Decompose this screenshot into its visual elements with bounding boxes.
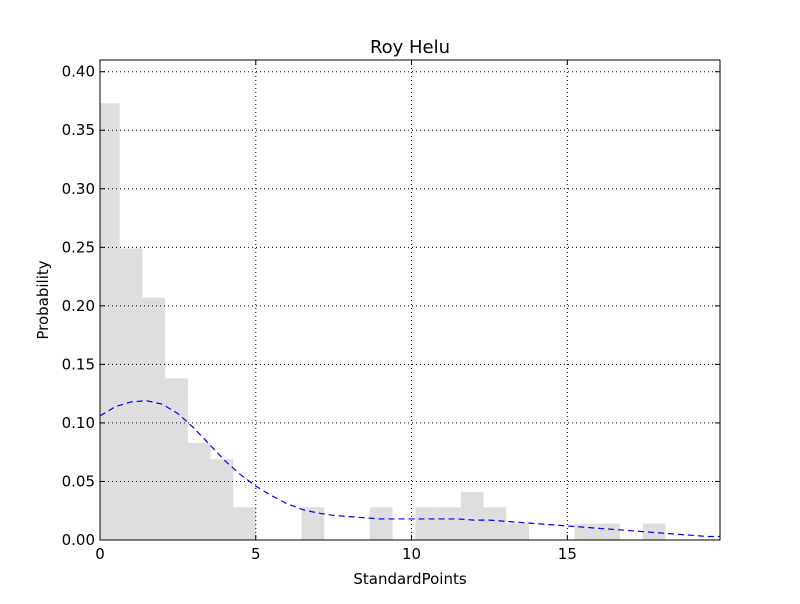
histogram-bar-12 <box>483 507 507 540</box>
y-tick-label-3: 0.15 <box>62 355 95 373</box>
grid-lines <box>100 60 720 540</box>
y-tick-label-5: 0.25 <box>62 238 95 256</box>
x-axis-label: StandardPoints <box>353 570 466 588</box>
y-axis-label: Probability <box>34 260 52 339</box>
y-tick-label-1: 0.05 <box>62 472 95 490</box>
plot-frame <box>99 59 721 541</box>
chart-title: Roy Helu <box>370 37 450 58</box>
histogram-bar-6 <box>233 507 257 540</box>
histogram-bar-1 <box>119 248 143 541</box>
x-tick-label-3: 15 <box>558 545 577 563</box>
histogram-bar-2 <box>142 297 166 540</box>
x-tick-label-0: 0 <box>95 545 105 563</box>
histogram-bar-5 <box>210 459 234 540</box>
histogram-bar-11 <box>460 492 484 540</box>
y-tick-label-0: 0.00 <box>62 531 95 549</box>
y-tick-label-8: 0.40 <box>62 63 95 81</box>
x-axis-ticks: 0 5 10 15 <box>95 60 577 563</box>
histogram-bar-8 <box>369 507 393 540</box>
histogram-bar-7 <box>301 507 325 540</box>
histogram-bars <box>100 103 666 541</box>
x-tick-label-2: 10 <box>402 545 421 563</box>
histogram-bar-13 <box>506 523 530 540</box>
histogram-bar-4 <box>187 442 211 540</box>
density-curve <box>99 400 720 538</box>
y-tick-label-4: 0.20 <box>62 297 95 315</box>
histogram-bar-14 <box>574 523 598 540</box>
y-axis-ticks: 0.00 0.05 0.10 0.15 0.20 0.25 0.30 0.35 0.40 <box>62 63 720 549</box>
x-tick-label-1: 5 <box>251 545 261 563</box>
histogram-bar-9 <box>415 507 439 540</box>
histogram-bar-3 <box>165 378 188 540</box>
histogram-bar-10 <box>438 507 461 540</box>
histogram-bar-0 <box>100 103 120 540</box>
y-tick-label-7: 0.35 <box>62 121 95 139</box>
y-tick-label-6: 0.30 <box>62 180 95 198</box>
histogram-bar-16 <box>642 523 666 540</box>
histogram-bar-15 <box>597 523 620 540</box>
y-tick-label-2: 0.10 <box>62 414 95 432</box>
